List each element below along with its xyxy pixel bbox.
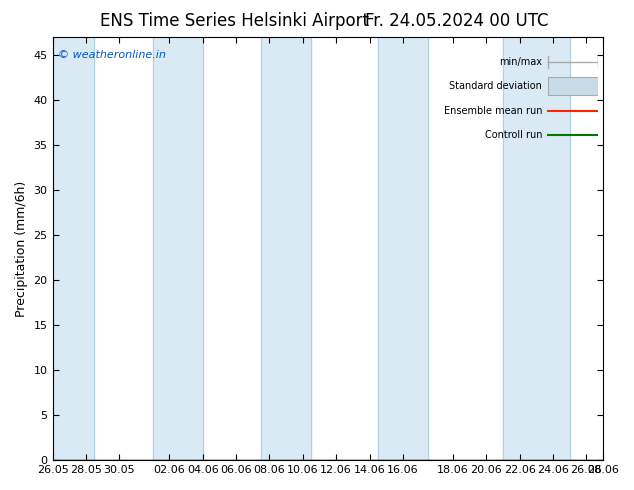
Y-axis label: Precipitation (mm/6h): Precipitation (mm/6h) <box>15 180 28 317</box>
Text: © weatheronline.in: © weatheronline.in <box>58 50 166 60</box>
Bar <box>261 37 311 460</box>
Text: ENS Time Series Helsinki Airport: ENS Time Series Helsinki Airport <box>100 12 369 30</box>
Bar <box>378 37 428 460</box>
Text: Fr. 24.05.2024 00 UTC: Fr. 24.05.2024 00 UTC <box>365 12 548 30</box>
Bar <box>153 37 203 460</box>
Bar <box>503 37 570 460</box>
Bar <box>53 37 94 460</box>
